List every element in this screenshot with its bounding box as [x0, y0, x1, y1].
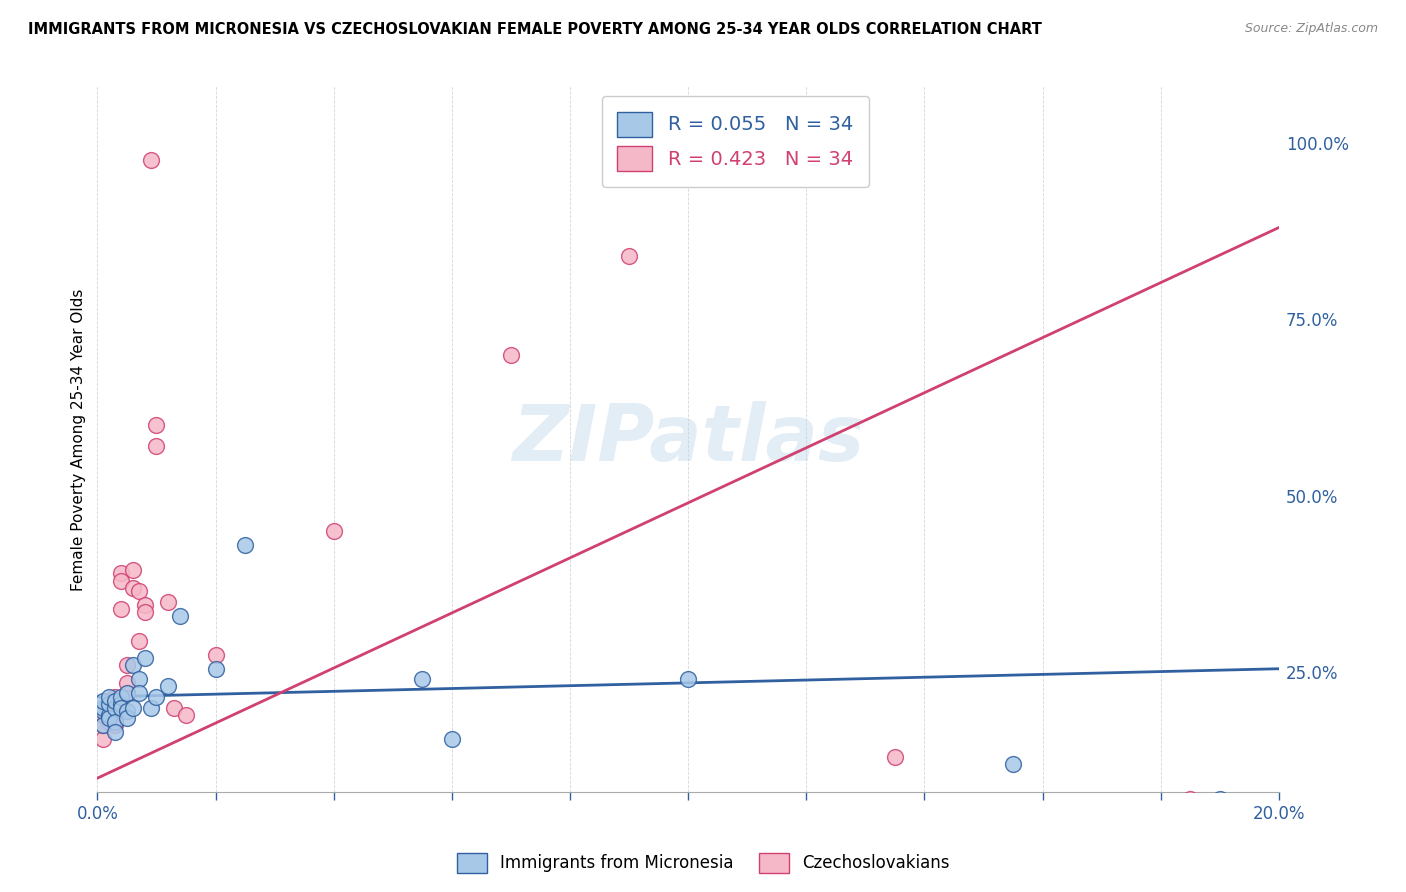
Point: [163, 700, 186, 714]
Legend: Immigrants from Micronesia, Czechoslovakians: Immigrants from Micronesia, Czechoslovak…: [450, 847, 956, 880]
Point: [91, 718, 114, 732]
Point: [411, 673, 433, 687]
Point: [110, 601, 132, 615]
Point: [145, 439, 167, 453]
Point: [121, 563, 143, 577]
Y-axis label: Female Poverty Among 25-34 Year Olds: Female Poverty Among 25-34 Year Olds: [72, 288, 86, 591]
Point: [134, 651, 156, 665]
Point: [174, 707, 197, 722]
Point: [104, 700, 127, 714]
Point: [1002, 757, 1025, 772]
Point: [139, 700, 162, 714]
Point: [204, 662, 226, 676]
Point: [110, 700, 132, 714]
Point: [128, 673, 150, 687]
Point: [157, 595, 180, 609]
Point: [121, 581, 143, 595]
Point: [233, 538, 256, 552]
Point: [121, 700, 143, 714]
Point: [169, 608, 191, 623]
Point: [104, 711, 127, 725]
Point: [104, 690, 127, 704]
Point: [91, 693, 114, 707]
Point: [204, 648, 226, 662]
Point: [617, 249, 640, 263]
Point: [134, 605, 156, 619]
Point: [98, 714, 121, 729]
Point: [104, 714, 127, 729]
Point: [322, 524, 344, 538]
Point: [128, 686, 150, 700]
Point: [98, 690, 121, 704]
Point: [91, 704, 114, 718]
Point: [104, 693, 127, 707]
Point: [91, 707, 114, 722]
Point: [110, 574, 132, 588]
Legend: R = 0.055   N = 34, R = 0.423   N = 34: R = 0.055 N = 34, R = 0.423 N = 34: [602, 96, 869, 187]
Point: [104, 718, 127, 732]
Point: [145, 690, 167, 704]
Point: [883, 750, 905, 764]
Point: [115, 686, 138, 700]
Point: [115, 686, 138, 700]
Point: [1209, 792, 1232, 806]
Point: [128, 633, 150, 648]
Point: [110, 566, 132, 581]
Point: [98, 711, 121, 725]
Point: [157, 680, 180, 694]
Point: [115, 676, 138, 690]
Point: [440, 732, 463, 747]
Text: Source: ZipAtlas.com: Source: ZipAtlas.com: [1244, 22, 1378, 36]
Point: [115, 704, 138, 718]
Point: [115, 658, 138, 673]
Point: [104, 725, 127, 739]
Point: [1180, 792, 1202, 806]
Point: [98, 693, 121, 707]
Point: [98, 704, 121, 718]
Point: [110, 697, 132, 711]
Point: [676, 673, 699, 687]
Text: ZIPatlas: ZIPatlas: [512, 401, 865, 477]
Point: [121, 658, 143, 673]
Point: [104, 700, 127, 714]
Point: [499, 348, 522, 362]
Point: [91, 718, 114, 732]
Point: [98, 707, 121, 722]
Point: [91, 700, 114, 714]
Text: IMMIGRANTS FROM MICRONESIA VS CZECHOSLOVAKIAN FEMALE POVERTY AMONG 25-34 YEAR OL: IMMIGRANTS FROM MICRONESIA VS CZECHOSLOV…: [28, 22, 1042, 37]
Point: [128, 584, 150, 599]
Point: [139, 153, 162, 168]
Point: [115, 711, 138, 725]
Point: [98, 697, 121, 711]
Point: [110, 690, 132, 704]
Point: [91, 732, 114, 747]
Point: [145, 418, 167, 433]
Point: [134, 598, 156, 612]
